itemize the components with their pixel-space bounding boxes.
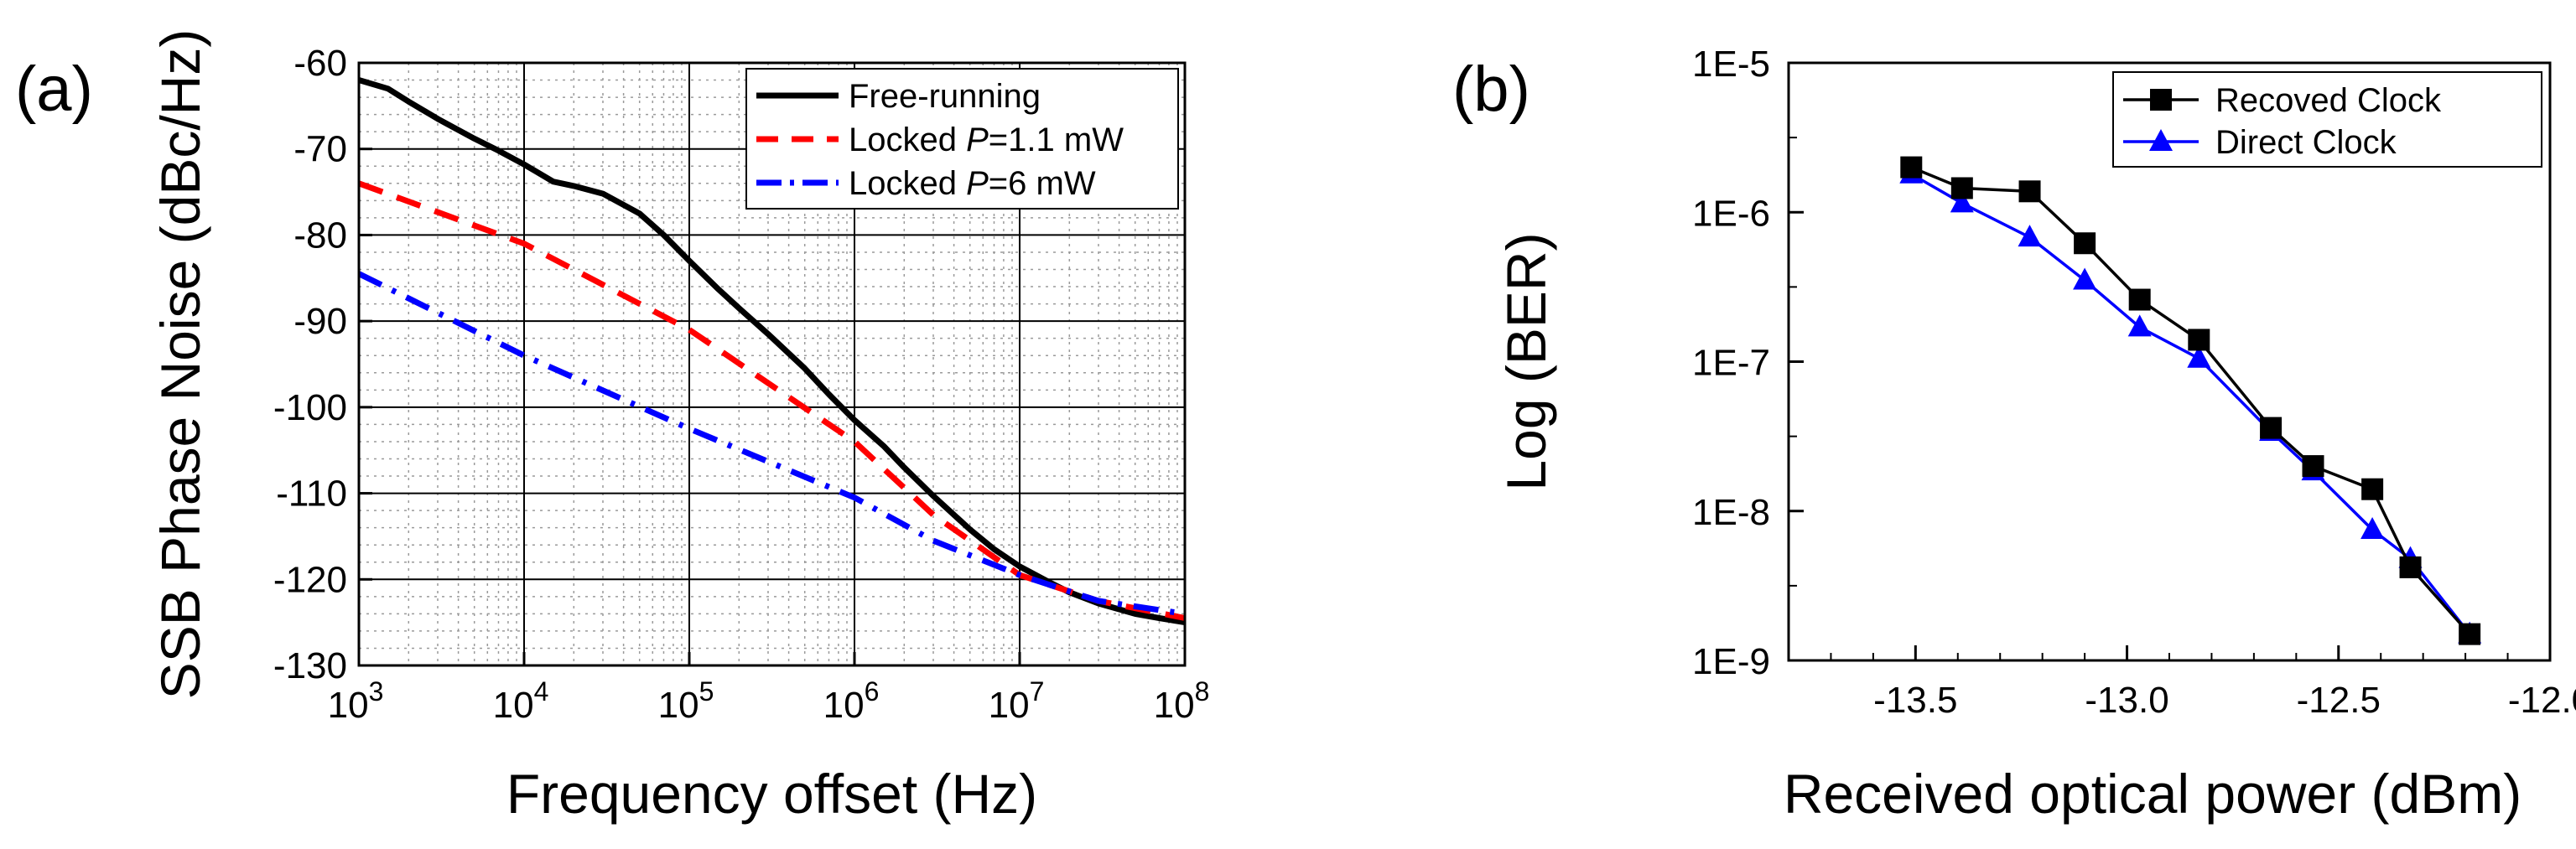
tick-base: 10: [328, 685, 369, 726]
x-tick-label: -12.5: [2297, 680, 2381, 721]
y-tick-label: 1E-5: [1692, 44, 1770, 85]
data-point-square: [2260, 417, 2283, 439]
legend-label: Free-running: [849, 78, 1041, 115]
series-line-2: [357, 271, 1186, 617]
series-layer: [357, 77, 1186, 626]
axis-ticks: -13.5 -13.0 -12.5 -12.0 1E-9 1E-8 1E-7 1E-6 1E-5: [1692, 44, 2576, 721]
data-point-triangle: [1950, 190, 1974, 213]
y-tick-label: -130: [273, 645, 347, 686]
legend-label-part: P: [966, 122, 989, 158]
legend-label-part: P: [966, 165, 989, 202]
tick-base: 10: [989, 685, 1030, 726]
tick-exponent: 8: [1195, 676, 1210, 707]
data-point-triangle: [2073, 267, 2097, 290]
x-axis-label: Frequency offset (Hz): [506, 763, 1037, 825]
legend-label: Locked P=6 mW: [849, 165, 1096, 202]
data-point-square: [2074, 232, 2096, 255]
x-tick-label: 103: [328, 676, 384, 726]
data-point-square: [2018, 180, 2041, 203]
y-tick-label: 1E-6: [1692, 193, 1770, 234]
tick-base: 10: [1154, 685, 1195, 726]
ber-chart: (b) -13.5 -13.0 -12.5 -12.0 1E-9 1E-8 1E-7 1E-6…: [1452, 44, 2576, 825]
panel-b-label: (b): [1452, 54, 1530, 125]
y-tick-label: -90: [293, 301, 347, 342]
data-point-triangle: [2187, 345, 2211, 368]
y-tick-label: -70: [293, 129, 347, 170]
data-point-triangle: [2127, 314, 2152, 337]
legend-box: [2112, 71, 2542, 168]
data-point-square: [2399, 556, 2422, 578]
x-tick-label: 106: [823, 676, 880, 726]
tick-base: 10: [658, 685, 699, 726]
legend-label: Recoved Clock: [2215, 82, 2442, 119]
y-tick-label: -80: [293, 215, 347, 256]
data-point-square: [1950, 177, 1973, 199]
legend-label-part: =6 mW: [989, 165, 1096, 202]
legend-marker-square: [2150, 89, 2172, 111]
legend: Recoved Clock Direct Clock: [2112, 71, 2542, 168]
series-line-0: [1910, 165, 2471, 635]
y-tick-label: -120: [273, 559, 347, 600]
data-point-square: [1900, 156, 1923, 179]
data-point-square: [2302, 455, 2324, 478]
legend-label-part: Locked: [849, 122, 966, 158]
y-tick-label: -100: [273, 387, 347, 428]
legend-label: Locked P=1.1 mW: [849, 122, 1124, 158]
data-point-square: [2188, 329, 2210, 351]
series-layer: [1899, 156, 2482, 645]
legend-label-part: Locked: [849, 165, 966, 202]
data-point-square: [2361, 478, 2384, 500]
x-tick-label: 104: [493, 676, 549, 726]
data-point-triangle: [2018, 225, 2042, 247]
x-tick-label: 108: [1154, 676, 1210, 726]
legend-marker-triangle: [2149, 129, 2173, 151]
y-tick-label: -110: [276, 474, 347, 515]
tick-exponent: 6: [865, 676, 880, 707]
x-axis-label: Received optical power (dBm): [1784, 763, 2521, 825]
x-tick-label: 107: [989, 676, 1045, 726]
y-axis-label: Log (BER): [1495, 232, 1557, 490]
tick-exponent: 4: [534, 676, 549, 707]
tick-base: 10: [823, 685, 865, 726]
tick-exponent: 7: [1030, 676, 1045, 707]
y-tick-label: 1E-8: [1692, 492, 1770, 533]
x-tick-label: -13.0: [2085, 680, 2168, 721]
legend-label-part: =1.1 mW: [989, 122, 1124, 158]
tick-exponent: 5: [699, 676, 714, 707]
series-line-1: [357, 180, 1186, 621]
data-point-square: [2128, 288, 2151, 311]
data-point-triangle: [2360, 517, 2385, 539]
y-tick-label: -60: [293, 43, 347, 84]
tick-base: 10: [493, 685, 534, 726]
legend-label: Direct Clock: [2215, 124, 2397, 161]
y-tick-label: 1E-9: [1692, 641, 1770, 682]
plot-frame: [357, 61, 1187, 667]
x-tick-label: -13.5: [1873, 680, 1957, 721]
x-tick-label: -12.0: [2508, 680, 2576, 721]
y-axis-label: SSB Phase Noise (dBc/Hz): [149, 29, 211, 700]
legend-label-part: Free-running: [849, 78, 1041, 115]
series-line-1: [1910, 173, 2471, 635]
x-tick-label: 105: [658, 676, 714, 726]
data-point-square: [2459, 623, 2481, 645]
panel-a-label: (a): [15, 54, 93, 125]
tick-exponent: 3: [369, 676, 384, 707]
y-tick-label: 1E-7: [1692, 343, 1770, 384]
